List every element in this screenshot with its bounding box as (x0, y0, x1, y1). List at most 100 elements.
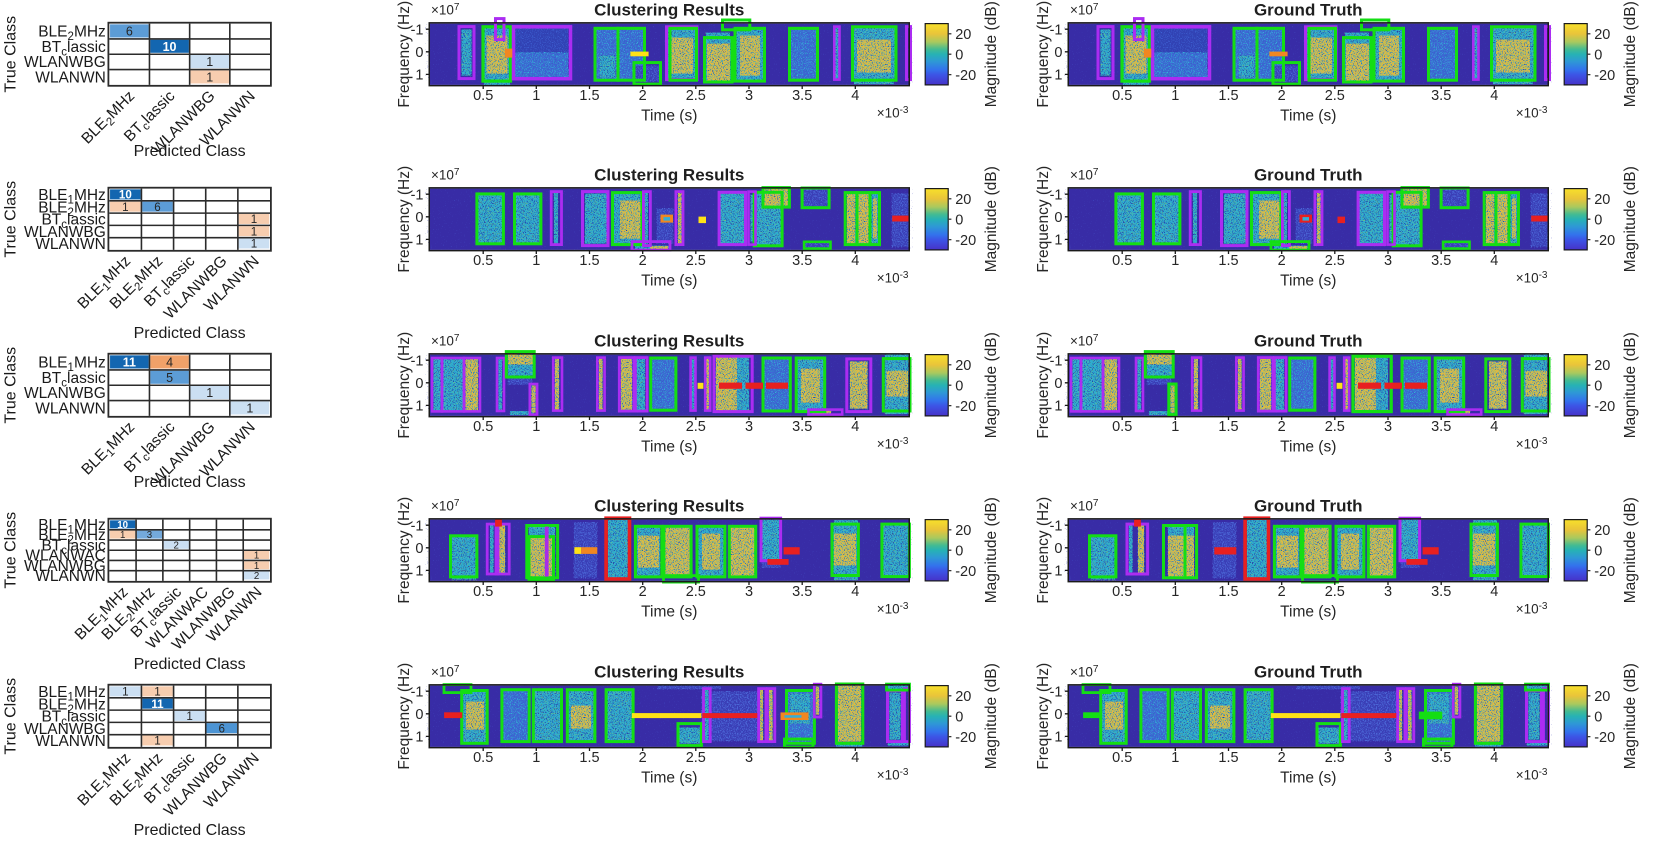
svg-text:0: 0 (1594, 213, 1602, 229)
svg-text:Frequency (Hz): Frequency (Hz) (396, 497, 413, 604)
svg-text:0.5: 0.5 (473, 88, 493, 104)
svg-text:Magnitude (dB): Magnitude (dB) (983, 1, 1000, 107)
svg-text:20: 20 (1594, 27, 1610, 43)
svg-text:1: 1 (154, 685, 160, 698)
svg-text:Time (s): Time (s) (1280, 769, 1336, 786)
svg-text:4: 4 (851, 253, 859, 269)
svg-text:Clustering Results: Clustering Results (594, 1, 744, 20)
svg-text:2: 2 (639, 419, 647, 435)
svg-text:True Class: True Class (2, 347, 19, 424)
svg-text:2.5: 2.5 (686, 584, 706, 600)
svg-text:0.5: 0.5 (473, 253, 493, 269)
svg-text:WLANWBG: WLANWBG (24, 385, 106, 402)
svg-text:-1: -1 (411, 188, 424, 204)
svg-text:1: 1 (251, 214, 257, 227)
svg-text:BLE1MHz: BLE1MHz (38, 187, 106, 207)
svg-text:-20: -20 (955, 68, 976, 84)
svg-text:3.5: 3.5 (792, 750, 812, 766)
svg-text:BLE2MHz: BLE2MHz (38, 24, 106, 43)
svg-text:0: 0 (1594, 378, 1602, 394)
svg-text:Frequency (Hz): Frequency (Hz) (1035, 497, 1052, 604)
svg-text:1.5: 1.5 (579, 253, 599, 269)
svg-text:4: 4 (851, 584, 859, 600)
svg-text:BTclassic: BTclassic (41, 39, 106, 59)
svg-text:-20: -20 (1594, 233, 1615, 249)
svg-text:4: 4 (1490, 750, 1498, 766)
svg-text:1: 1 (246, 401, 253, 415)
svg-text:×107: ×107 (431, 333, 460, 349)
svg-text:Magnitude (dB): Magnitude (dB) (983, 332, 1000, 438)
svg-text:2: 2 (1277, 750, 1285, 766)
svg-text:Time (s): Time (s) (1280, 604, 1336, 621)
svg-text:2: 2 (1277, 584, 1285, 600)
svg-text:2: 2 (1277, 419, 1285, 435)
svg-text:×107: ×107 (1070, 2, 1099, 18)
svg-text:20: 20 (1594, 192, 1610, 208)
svg-text:11: 11 (123, 355, 136, 369)
svg-text:6: 6 (154, 201, 160, 214)
svg-text:4: 4 (851, 750, 859, 766)
svg-text:1: 1 (1054, 233, 1062, 249)
svg-text:1: 1 (1171, 584, 1179, 600)
svg-text:3: 3 (1383, 750, 1391, 766)
svg-text:×107: ×107 (1070, 167, 1099, 183)
svg-text:1.5: 1.5 (579, 584, 599, 600)
svg-text:3: 3 (745, 88, 753, 104)
svg-text:Clustering Results: Clustering Results (594, 331, 744, 350)
svg-text:Frequency (Hz): Frequency (Hz) (396, 1, 413, 108)
svg-text:1: 1 (1054, 398, 1062, 414)
svg-text:20: 20 (955, 689, 971, 705)
svg-text:2.5: 2.5 (1324, 253, 1344, 269)
svg-text:×107: ×107 (431, 167, 460, 183)
svg-text:0: 0 (415, 376, 423, 392)
svg-text:0: 0 (955, 544, 963, 560)
svg-text:3: 3 (745, 584, 753, 600)
svg-text:1: 1 (206, 70, 213, 84)
svg-text:5: 5 (166, 371, 173, 385)
svg-text:×10-3: ×10-3 (1515, 601, 1547, 617)
svg-text:3.5: 3.5 (1431, 253, 1451, 269)
svg-text:4: 4 (1490, 253, 1498, 269)
svg-text:×107: ×107 (431, 498, 460, 513)
svg-text:3: 3 (1383, 419, 1391, 435)
svg-text:2: 2 (1277, 253, 1285, 269)
svg-text:Clustering Results: Clustering Results (594, 166, 744, 185)
svg-text:BTclassic: BTclassic (41, 538, 106, 558)
svg-text:Time (s): Time (s) (1280, 108, 1336, 125)
svg-text:20: 20 (955, 27, 971, 43)
svg-text:3.5: 3.5 (1431, 88, 1451, 104)
svg-text:WLANWBG: WLANWBG (24, 54, 106, 71)
svg-text:×10-3: ×10-3 (877, 270, 909, 286)
svg-text:0: 0 (955, 48, 963, 64)
svg-text:Frequency (Hz): Frequency (Hz) (1035, 662, 1052, 769)
svg-text:Frequency (Hz): Frequency (Hz) (396, 662, 413, 769)
svg-text:-1: -1 (1049, 684, 1062, 700)
svg-text:-1: -1 (411, 684, 424, 700)
svg-text:1: 1 (122, 685, 128, 698)
svg-text:0: 0 (415, 541, 423, 557)
svg-text:0: 0 (1054, 45, 1062, 61)
svg-text:WLANWN: WLANWN (35, 70, 106, 87)
svg-text:1: 1 (122, 201, 128, 214)
svg-text:1: 1 (251, 226, 257, 239)
svg-text:0: 0 (955, 213, 963, 229)
svg-text:1: 1 (1171, 750, 1179, 766)
svg-text:1.5: 1.5 (579, 750, 599, 766)
svg-text:20: 20 (1594, 523, 1610, 539)
svg-text:0.5: 0.5 (1112, 419, 1132, 435)
svg-text:1: 1 (1171, 419, 1179, 435)
svg-text:Clustering Results: Clustering Results (594, 497, 744, 516)
svg-text:0.5: 0.5 (1112, 584, 1132, 600)
svg-text:True Class: True Class (2, 512, 19, 589)
svg-text:0: 0 (1594, 544, 1602, 560)
svg-text:1: 1 (206, 386, 213, 400)
svg-text:1: 1 (415, 233, 423, 249)
svg-text:2.5: 2.5 (686, 253, 706, 269)
svg-text:0.5: 0.5 (1112, 750, 1132, 766)
svg-text:1: 1 (254, 561, 259, 572)
svg-text:Clustering Results: Clustering Results (594, 662, 744, 681)
svg-text:Frequency (Hz): Frequency (Hz) (1035, 1, 1052, 108)
svg-text:1.5: 1.5 (1218, 584, 1238, 600)
svg-text:2: 2 (254, 571, 259, 582)
svg-text:WLANWAC: WLANWAC (25, 548, 105, 565)
